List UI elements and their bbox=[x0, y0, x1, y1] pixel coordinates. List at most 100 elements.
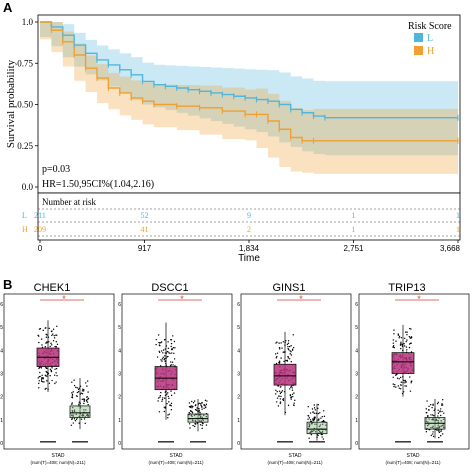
jitter-point bbox=[55, 381, 57, 383]
jitter-point bbox=[39, 327, 42, 330]
jitter-point bbox=[276, 397, 279, 399]
legend-swatch-L bbox=[414, 33, 423, 42]
km-xtick-label: 1,834 bbox=[239, 244, 260, 253]
jitter-point bbox=[279, 402, 281, 405]
jitter-point bbox=[193, 400, 196, 402]
jitter-point bbox=[396, 377, 399, 379]
jitter-point bbox=[438, 429, 440, 431]
jitter-point bbox=[189, 427, 191, 429]
jitter-point bbox=[159, 396, 161, 398]
jitter-point bbox=[395, 374, 397, 377]
risk-row-label-H: H bbox=[22, 225, 28, 234]
km-ylabel: Survival probability bbox=[5, 59, 17, 148]
jitter-point bbox=[49, 374, 51, 377]
km-xtick-label: 917 bbox=[138, 244, 152, 253]
jitter-point bbox=[170, 402, 173, 405]
jitter-point bbox=[38, 387, 40, 389]
jitter-point bbox=[167, 414, 169, 416]
jitter-point bbox=[282, 351, 284, 353]
jitter-point bbox=[441, 403, 443, 405]
jitter-point bbox=[289, 353, 291, 355]
km-xlabel: Time bbox=[238, 253, 260, 264]
boxplot-sublabel: (num(T)=408; num(N)=211) bbox=[386, 460, 441, 465]
boxplot-xlabel: STAD bbox=[52, 453, 65, 459]
boxplot-sublabel: (num(T)=408; num(N)=211) bbox=[268, 460, 323, 465]
boxplot-ytick-label: 4 bbox=[118, 348, 121, 354]
legend-label-H: H bbox=[427, 46, 434, 57]
jitter-point bbox=[75, 386, 77, 389]
jitter-point bbox=[293, 402, 295, 404]
jitter-point bbox=[85, 414, 88, 416]
jitter-point bbox=[52, 340, 55, 342]
jitter-point bbox=[164, 355, 166, 357]
jitter-point bbox=[440, 435, 442, 437]
jitter-point bbox=[428, 423, 430, 426]
jitter-point bbox=[325, 424, 327, 426]
jitter-point bbox=[166, 356, 168, 358]
km-chart: 0.00.250.500.751.0 Survival probability … bbox=[5, 14, 461, 264]
jitter-point bbox=[75, 395, 78, 397]
jitter-point bbox=[85, 409, 87, 411]
jitter-point bbox=[81, 390, 84, 392]
jitter-point bbox=[278, 360, 281, 362]
jitter-point bbox=[436, 402, 439, 405]
jitter-point bbox=[158, 351, 161, 354]
jitter-point bbox=[164, 338, 166, 341]
jitter-point bbox=[71, 414, 73, 416]
jitter-point bbox=[75, 418, 78, 421]
jitter-point bbox=[199, 415, 202, 418]
jitter-point bbox=[309, 412, 312, 414]
jitter-point bbox=[56, 375, 58, 377]
jitter-point bbox=[400, 343, 402, 345]
jitter-point bbox=[311, 408, 314, 410]
risk-value-H: 1 bbox=[352, 225, 356, 234]
jitter-point bbox=[201, 408, 203, 410]
jitter-point bbox=[280, 357, 282, 359]
jitter-point bbox=[53, 374, 56, 376]
jitter-point bbox=[397, 334, 400, 336]
jitter-point bbox=[85, 399, 88, 401]
jitter-point bbox=[403, 345, 406, 347]
jitter-point bbox=[275, 342, 277, 344]
jitter-point bbox=[392, 376, 394, 379]
jitter-point bbox=[314, 417, 316, 419]
jitter-point bbox=[393, 329, 395, 331]
jitter-point bbox=[435, 419, 438, 421]
jitter-point bbox=[321, 415, 323, 418]
jitter-point bbox=[55, 334, 57, 336]
km-xtick-label: 0 bbox=[38, 244, 43, 253]
box-T bbox=[391, 352, 415, 374]
jitter-point bbox=[162, 356, 164, 359]
jitter-point bbox=[43, 381, 45, 383]
jitter-point bbox=[309, 419, 312, 421]
boxplot-ytick-label: 5 bbox=[0, 325, 3, 331]
jitter-point bbox=[427, 416, 429, 418]
jitter-point bbox=[404, 385, 406, 387]
jitter-point bbox=[44, 327, 47, 329]
boxplot-ytick-label: 6 bbox=[355, 302, 358, 308]
jitter-point bbox=[161, 358, 164, 360]
jitter-point bbox=[41, 344, 43, 346]
jitter-point bbox=[160, 359, 162, 361]
jitter-point bbox=[442, 399, 444, 401]
jitter-point bbox=[406, 333, 408, 336]
km-ytick-label: 0.25 bbox=[17, 141, 33, 151]
jitter-point bbox=[86, 396, 88, 398]
jitter-point bbox=[157, 397, 160, 399]
jitter-point bbox=[38, 382, 40, 385]
jitter-point bbox=[312, 419, 314, 421]
jitter-point bbox=[86, 401, 89, 403]
boxplot-sublabel: (num(T)=408; num(N)=211) bbox=[31, 460, 86, 465]
jitter-point bbox=[323, 415, 326, 418]
jitter-point bbox=[199, 403, 202, 405]
jitter-point bbox=[322, 438, 325, 440]
jitter-point bbox=[275, 362, 278, 365]
jitter-point bbox=[308, 437, 310, 439]
jitter-point bbox=[437, 421, 440, 424]
jitter-point bbox=[437, 419, 439, 422]
jitter-point bbox=[430, 404, 432, 406]
jitter-point bbox=[39, 371, 41, 374]
jitter-point bbox=[169, 365, 172, 367]
jitter-point bbox=[428, 405, 430, 408]
